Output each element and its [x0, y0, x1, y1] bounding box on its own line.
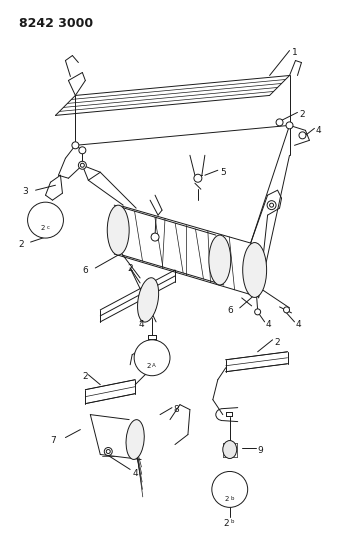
Circle shape [194, 174, 202, 182]
Text: 1: 1 [292, 47, 297, 56]
Text: 8242 3000: 8242 3000 [19, 17, 93, 30]
Text: 2: 2 [275, 338, 280, 347]
Text: 9: 9 [258, 446, 263, 455]
Text: 4: 4 [296, 320, 301, 329]
Circle shape [267, 200, 276, 209]
Ellipse shape [126, 419, 144, 459]
Text: 6: 6 [83, 266, 88, 275]
Text: 5: 5 [220, 168, 225, 177]
Text: 4: 4 [132, 470, 138, 479]
Ellipse shape [107, 205, 129, 255]
Text: 4: 4 [138, 320, 144, 329]
Text: 2: 2 [19, 240, 24, 249]
Text: 2: 2 [225, 496, 229, 503]
Text: 6: 6 [228, 306, 234, 315]
Text: A: A [152, 363, 156, 368]
Circle shape [283, 307, 290, 313]
Circle shape [28, 202, 63, 238]
Circle shape [286, 122, 293, 129]
Text: c: c [46, 225, 49, 230]
Circle shape [255, 309, 261, 315]
Ellipse shape [137, 278, 159, 322]
Text: 2: 2 [127, 264, 133, 273]
Text: 7: 7 [50, 435, 56, 445]
Text: 2: 2 [224, 519, 229, 528]
Text: 2: 2 [41, 225, 45, 231]
Text: 2: 2 [83, 372, 88, 381]
Circle shape [212, 472, 248, 507]
Circle shape [299, 132, 306, 139]
Circle shape [72, 142, 79, 149]
Circle shape [79, 147, 86, 154]
Text: b: b [231, 496, 234, 502]
Ellipse shape [209, 235, 231, 285]
Circle shape [104, 448, 112, 456]
Text: b: b [231, 519, 234, 524]
Circle shape [134, 340, 170, 376]
Circle shape [151, 233, 159, 241]
Circle shape [276, 119, 283, 126]
Text: 3: 3 [23, 187, 28, 196]
Text: 2: 2 [146, 363, 150, 369]
Text: 8: 8 [173, 405, 179, 414]
Text: 4: 4 [315, 126, 321, 135]
Ellipse shape [223, 441, 237, 458]
Text: 2: 2 [299, 110, 305, 119]
Text: 4: 4 [266, 320, 271, 329]
Circle shape [78, 161, 86, 169]
Ellipse shape [243, 243, 267, 297]
